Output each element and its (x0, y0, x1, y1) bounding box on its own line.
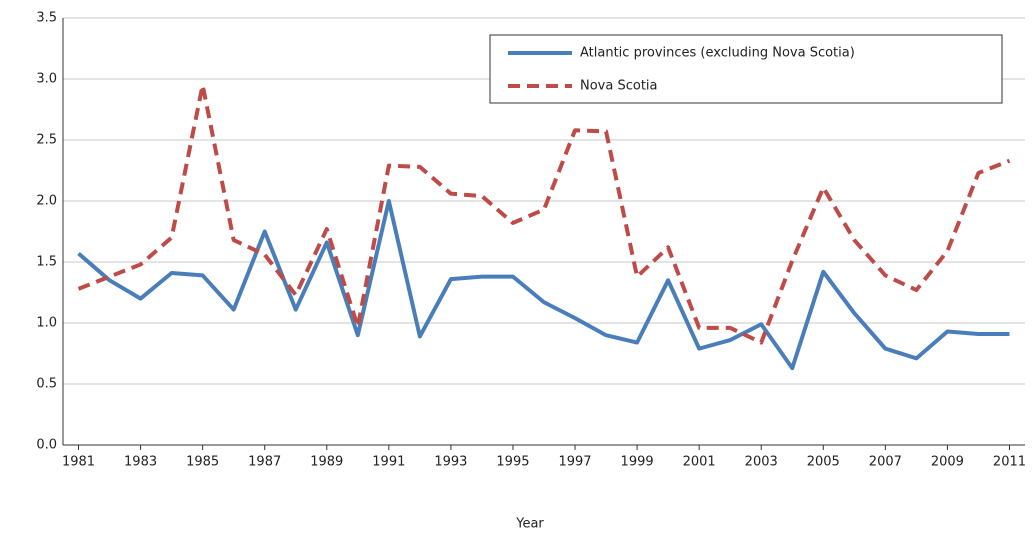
x-axis-label: Year (515, 517, 544, 532)
legend-box (489, 34, 1003, 104)
x-tick-label: 2009 (931, 455, 964, 470)
legend-label: Atlantic provinces (excluding Nova Scoti… (580, 46, 855, 61)
x-tick-label: 2003 (745, 455, 778, 470)
x-tick-label: 1997 (558, 455, 591, 470)
y-tick-label: 3.0 (36, 72, 57, 87)
x-tick-label: 2005 (807, 455, 840, 470)
y-tick-label: 1.0 (36, 316, 57, 331)
y-tick-label: 2.5 (36, 133, 57, 148)
series-line (77, 199, 1010, 371)
x-tick-label: 2001 (683, 455, 716, 470)
x-tick-label: 1987 (248, 455, 281, 470)
y-tick-label: 0.5 (36, 377, 57, 392)
x-tick-label: 2011 (993, 455, 1026, 470)
y-tick-label: 1.5 (36, 255, 57, 270)
series-line (77, 83, 1011, 345)
x-tick-label: 1995 (496, 455, 529, 470)
x-tick-label: 1993 (434, 455, 467, 470)
y-tick-label: 3.5 (36, 11, 57, 26)
x-tick-label: 1991 (372, 455, 405, 470)
x-tick-label: 1989 (310, 455, 343, 470)
x-tick-label: 1983 (124, 455, 157, 470)
x-tick-label: 2007 (869, 455, 902, 470)
x-tick-label: 1981 (62, 455, 95, 470)
y-tick-label: 0.0 (36, 438, 57, 453)
x-tick-label: 1985 (186, 455, 219, 470)
y-tick-label: 2.0 (36, 194, 57, 209)
x-tick-label: 1999 (621, 455, 654, 470)
legend-label: Nova Scotia (580, 79, 658, 94)
